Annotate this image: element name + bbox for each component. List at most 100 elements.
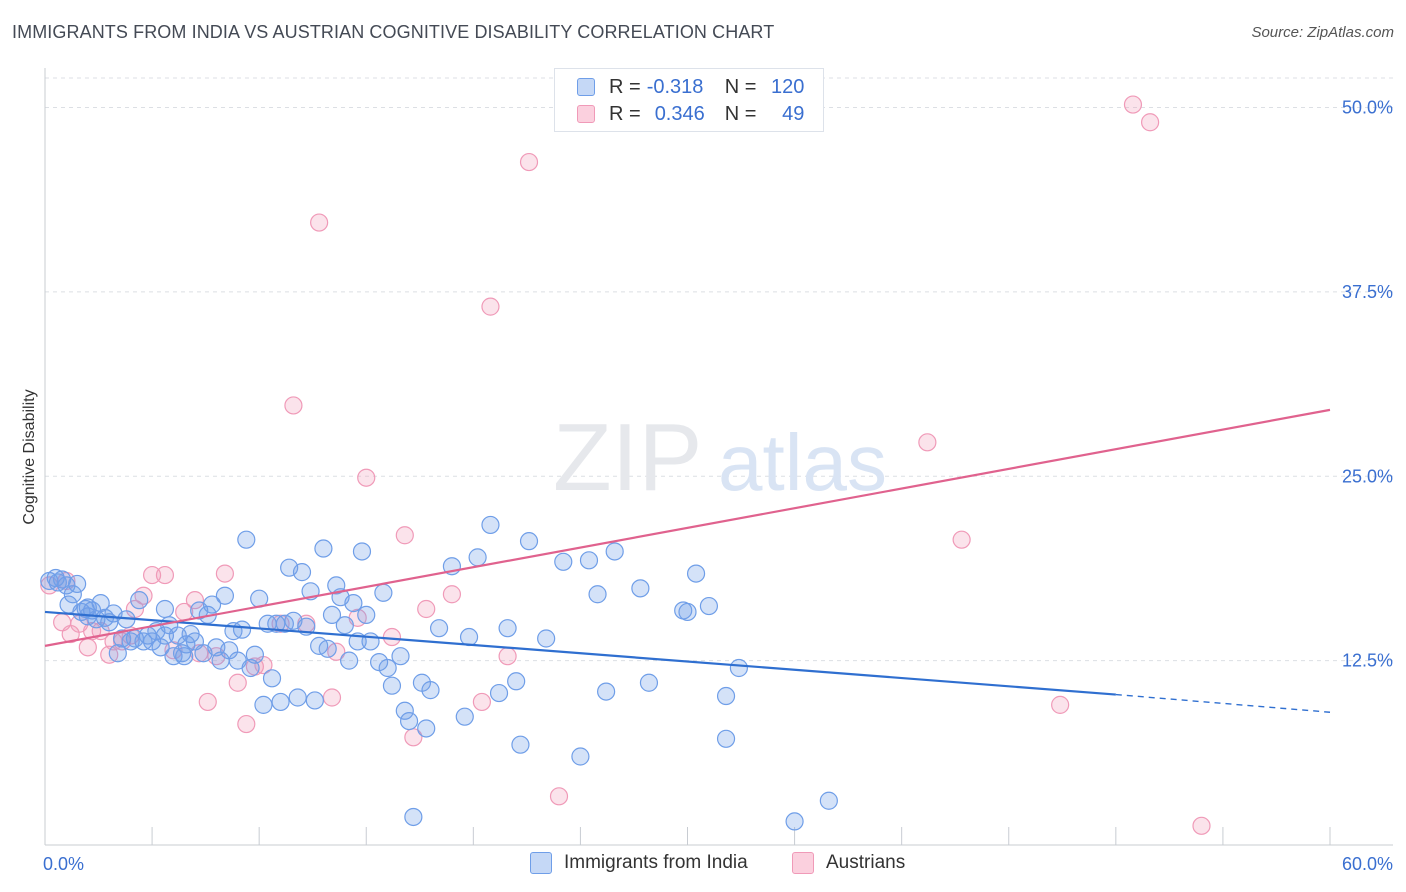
data-point-india [271,692,290,712]
data-point-india [421,681,440,700]
data-point-india [352,542,372,561]
data-point-austrians [310,213,329,232]
data-point-austrians [215,564,234,583]
watermark-atlas: atlas [718,418,887,507]
series-legend-india: Immigrants from India [530,852,748,874]
data-point-austrians [78,638,97,657]
data-point-austrians [519,152,539,172]
data-point-austrians [382,627,402,647]
trend-line-india [44,610,1116,696]
watermark: ZIP atlas [553,404,887,511]
data-point-india [63,585,82,604]
data-point-india [78,598,97,617]
data-point-india [399,711,419,731]
data-point-india [429,619,449,638]
x-tick-label-max: 60.0% [1342,854,1393,874]
data-point-india [232,620,252,639]
data-point-austrians [185,591,205,610]
data-point-india [455,707,474,726]
data-point-india [378,658,397,678]
data-point-india [202,595,222,614]
data-point-india [481,515,500,535]
trend-line-austrians [44,408,1331,647]
data-point-india [382,676,402,695]
series-swatch-austrians [792,852,814,874]
series-label-austrians: Austrians [826,852,906,873]
correlation-legend: R = -0.318 N = 120 R = 0.346 N = 49 [554,68,824,132]
data-point-india [254,695,273,714]
data-point-austrians [1051,695,1070,714]
data-point-india [322,605,342,625]
data-point-india [631,579,650,598]
data-point-india [155,626,175,645]
data-point-austrians [395,526,414,545]
data-point-india [391,647,410,666]
data-point-india [511,735,530,754]
legend-n-value-india: 120 [771,75,805,98]
legend-swatch-austrians [577,105,595,123]
data-point-india [579,551,599,570]
data-point-austrians [322,688,342,707]
data-point-austrians [142,565,162,585]
legend-r-label: R = [609,75,641,98]
data-point-india [175,647,194,666]
data-point-india [537,629,556,648]
series-legend: Immigrants from India Austrians [0,852,1406,876]
data-point-india [288,688,307,707]
trend-line-india-extension [1115,693,1331,713]
chart-title: IMMIGRANTS FROM INDIA VS AUSTRIAN COGNIT… [12,22,775,42]
legend-r-label: R = [609,102,641,125]
data-point-india [597,682,616,701]
data-point-austrians [498,647,517,666]
data-point-india [639,673,659,692]
data-point-austrians [952,530,971,549]
legend-n-label: N = [724,102,757,125]
data-point-india [468,548,487,567]
data-point-india [498,619,517,638]
data-point-india [404,807,423,827]
legend-row-austrians: R = 0.346 N = 49 [577,103,804,125]
series-legend-austrians: Austrians [792,852,905,874]
data-point-india [172,644,192,663]
data-point-india [318,639,337,658]
data-point-austrians [472,692,491,712]
data-point-austrians [198,692,217,712]
data-point-india [292,563,312,582]
y-tick-label: 37.5% [1342,282,1393,302]
data-point-india [305,691,324,710]
data-point-austrians [442,585,462,604]
data-point-india [245,645,264,664]
data-point-india [395,701,414,720]
data-point-india [588,585,607,604]
data-point-austrians [1140,113,1160,132]
data-point-india [571,747,590,766]
data-point-austrians [549,787,569,806]
data-point-india [686,564,706,583]
data-point-india [699,596,719,616]
data-point-india [237,530,256,549]
series-swatch-india [530,852,552,874]
legend-n-label: N = [724,75,757,98]
data-point-austrians [918,433,937,452]
data-point-india [489,683,509,703]
y-tick-label: 50.0% [1342,98,1393,118]
data-point-india [130,591,149,610]
data-point-india [459,627,479,647]
y-tick-label: 12.5% [1342,651,1393,671]
data-point-austrians [481,297,500,316]
data-point-india [262,669,282,688]
data-point-austrians [1192,816,1211,835]
legend-n-value-austrians: 49 [782,102,805,125]
data-point-india [108,644,127,663]
legend-swatch-india [577,78,595,96]
x-tick-label-min: 0.0% [43,854,84,874]
y-tick-label: 25.0% [1342,466,1393,486]
legend-r-value-india: -0.318 [646,75,704,98]
data-point-austrians [1123,95,1143,114]
data-point-india [678,602,697,622]
legend-r-value-austrians: 0.346 [654,102,705,125]
data-point-india [151,638,170,657]
data-point-austrians [155,565,175,585]
data-point-india [519,532,539,551]
